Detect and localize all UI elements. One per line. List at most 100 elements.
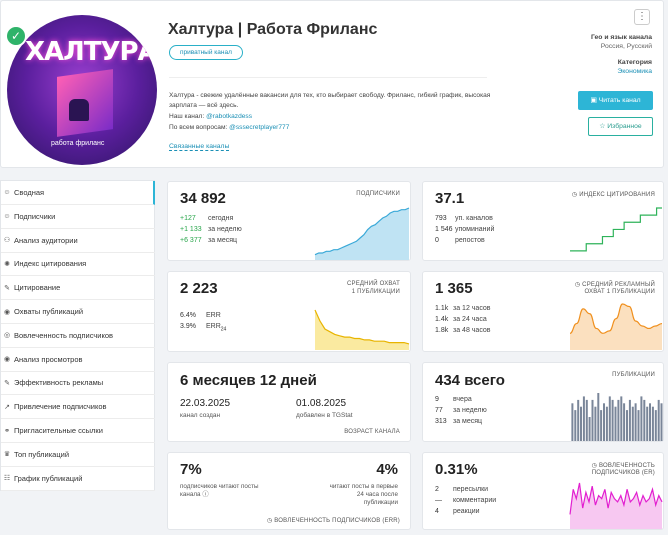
reach-card[interactable]: 2 223 средний охват 1 публикации 6.4% ERR… bbox=[167, 271, 411, 352]
bar bbox=[611, 399, 614, 441]
bar bbox=[628, 399, 631, 441]
channel-age-card: 6 месяцев 12 дней 22.03.2025 канал созда… bbox=[167, 362, 411, 442]
favorite-button[interactable]: ☆ Избранное bbox=[588, 117, 653, 136]
sidebar-item-label: Пригласительные ссылки bbox=[14, 426, 103, 435]
bar bbox=[580, 406, 582, 441]
stat-number: 1.8k bbox=[435, 327, 449, 334]
sidebar-item[interactable]: ☺ Сводная bbox=[1, 181, 155, 205]
sidebar-item[interactable]: ♛ Топ публикаций bbox=[1, 443, 155, 467]
bar bbox=[643, 399, 646, 441]
ad-reach-caption-2: охват 1 публикации bbox=[584, 289, 655, 295]
stat-label: репостов bbox=[455, 237, 485, 244]
bar bbox=[571, 403, 574, 441]
stat-label: реакции bbox=[453, 508, 480, 515]
sidebar-item-label: Подписчики bbox=[14, 211, 56, 221]
engagement-right-value: 4% bbox=[376, 461, 398, 478]
questions-link[interactable]: @sssecretplayer777 bbox=[229, 124, 290, 131]
stat-row: 1.8k за 48 часов bbox=[435, 327, 491, 334]
sidebar-item-label: График публикаций bbox=[14, 473, 83, 483]
stat-label: упоминаний bbox=[455, 226, 495, 233]
reach-value: 2 223 bbox=[180, 280, 218, 297]
bar bbox=[614, 406, 617, 441]
stat-row: 1 546 упоминаний bbox=[435, 226, 494, 233]
stat-label: за неделю bbox=[453, 407, 487, 414]
series-line bbox=[569, 303, 663, 334]
subscribers-value: 34 892 bbox=[180, 190, 226, 207]
geo-value: Россия, Русский bbox=[600, 43, 652, 50]
sidebar-item[interactable]: ☷ График публикаций bbox=[1, 467, 155, 491]
sidebar-item[interactable]: ✎ Эффективность рекламы bbox=[1, 371, 155, 396]
sidebar-item-label: Топ публикаций bbox=[14, 449, 70, 459]
stat-row: 1.4k за 24 часа bbox=[435, 316, 487, 323]
sidebar-item-icon: ♛ bbox=[3, 451, 11, 459]
bar bbox=[637, 410, 640, 441]
subscribers-chart bbox=[314, 207, 410, 260]
bar bbox=[588, 417, 591, 441]
sidebar-item-icon: ◉ bbox=[3, 356, 11, 364]
citation-chart bbox=[570, 207, 662, 252]
sidebar-item-label: Охваты публикаций bbox=[14, 307, 84, 316]
posts-chart bbox=[571, 393, 663, 441]
reach-caption-2: 1 публикации bbox=[351, 289, 400, 295]
stat-number: 1.4k bbox=[435, 316, 449, 323]
stat-number: 793 bbox=[435, 215, 447, 222]
sidebar-item[interactable]: ☺ Подписчики bbox=[1, 205, 155, 229]
citation-card[interactable]: 37.1 ◷ индекс цитирования 793 уп. каналов… bbox=[422, 181, 664, 261]
stat-label: вчера bbox=[453, 396, 472, 403]
channel-header: ХАЛТУРА работа фриланс ✓ Халтура | Работ… bbox=[0, 0, 664, 168]
private-badge: приватный канал bbox=[169, 45, 243, 60]
menu-button[interactable]: ⋮ bbox=[634, 9, 650, 25]
sidebar-item-label: Привлечение подписчиков bbox=[14, 402, 107, 412]
our-channel-link[interactable]: @rabotkazdess bbox=[206, 113, 253, 120]
stat-number: — bbox=[435, 497, 442, 504]
citation-caption-text: индекс цитирования bbox=[579, 192, 655, 198]
bar bbox=[585, 399, 588, 441]
added-date: 01.08.2025 bbox=[296, 398, 347, 409]
stat-label: за 24 часа bbox=[453, 316, 487, 323]
sidebar-item[interactable]: ✺ Индекс цитирования bbox=[1, 252, 155, 277]
subscribers-card[interactable]: 34 892 подписчики +127 сегодня +1 133 за не… bbox=[167, 181, 411, 261]
sidebar-item-label: Вовлеченность подписчиков bbox=[14, 330, 113, 340]
our-channel-line: Наш канал: @rabotkazdess bbox=[169, 113, 252, 120]
sidebar-item-icon: ☷ bbox=[3, 475, 11, 483]
ad-reach-card[interactable]: 1 365 ◷ средний рекламный охват 1 публик… bbox=[422, 271, 664, 352]
stat-number: 313 bbox=[435, 418, 447, 425]
ad-reach-caption-1: ◷ средний рекламный bbox=[575, 281, 655, 288]
avatar-title: ХАЛТУРА bbox=[25, 37, 157, 67]
sidebar-item[interactable]: ✎ Цитирование bbox=[1, 276, 155, 301]
sidebar-item-icon: ✎ bbox=[4, 379, 10, 387]
clock-icon: ◷ bbox=[591, 463, 599, 469]
stat-number: 2 bbox=[435, 486, 439, 493]
engagement-card[interactable]: 7% подписчиков читают посты канала ⓘ 4% … bbox=[167, 452, 411, 530]
category-label: Категория bbox=[617, 59, 652, 66]
sidebar-item[interactable]: ◉ Анализ просмотров bbox=[1, 348, 155, 372]
stat-number: 9 bbox=[435, 396, 439, 403]
sidebar-item[interactable]: ◎ Вовлеченность подписчиков bbox=[1, 324, 155, 348]
stat-row: +127 сегодня bbox=[180, 215, 233, 222]
stat-row: 4 реакции bbox=[435, 508, 480, 515]
sidebar-item[interactable]: ↗ Привлечение подписчиков bbox=[1, 395, 155, 420]
stat-label: за месяц bbox=[208, 237, 238, 244]
stat-label: ERR bbox=[206, 312, 221, 319]
posts-value: 434 всего bbox=[435, 372, 505, 389]
read-channel-button[interactable]: ▣ Читать канал bbox=[578, 91, 653, 110]
related-channels-link[interactable]: Связанные каналы bbox=[169, 143, 230, 151]
sidebar-item[interactable]: ⚭ Пригласительные ссылки bbox=[1, 419, 155, 443]
er-card[interactable]: 0.31% ◷ вовлеченность подписчиков (ER) 2… bbox=[422, 452, 664, 530]
engagement-right-label: читают посты в первые 24 часа после публ… bbox=[329, 483, 398, 506]
ad-reach-caption-text: средний рекламный bbox=[582, 282, 655, 288]
sidebar-item[interactable]: ⚇ Анализ аудитории bbox=[1, 229, 155, 253]
bar bbox=[651, 406, 654, 441]
avatar-person-icon bbox=[69, 99, 89, 121]
posts-card[interactable]: 434 всего публикации 9 вчера 77 за неделю 31… bbox=[422, 362, 664, 442]
help-icon[interactable]: ⓘ bbox=[202, 491, 209, 498]
added-label: добавлен в TGStat bbox=[296, 412, 353, 419]
stat-number: 1 546 bbox=[435, 226, 453, 233]
sidebar-item[interactable]: ◉ Охваты публикаций bbox=[1, 300, 155, 324]
stat-number: 3.9% bbox=[180, 323, 196, 330]
stat-number: +1 133 bbox=[180, 226, 202, 233]
ad-reach-value: 1 365 bbox=[435, 280, 473, 297]
category-value[interactable]: Экономика bbox=[617, 68, 652, 75]
bar bbox=[577, 399, 580, 441]
bar bbox=[600, 410, 603, 441]
